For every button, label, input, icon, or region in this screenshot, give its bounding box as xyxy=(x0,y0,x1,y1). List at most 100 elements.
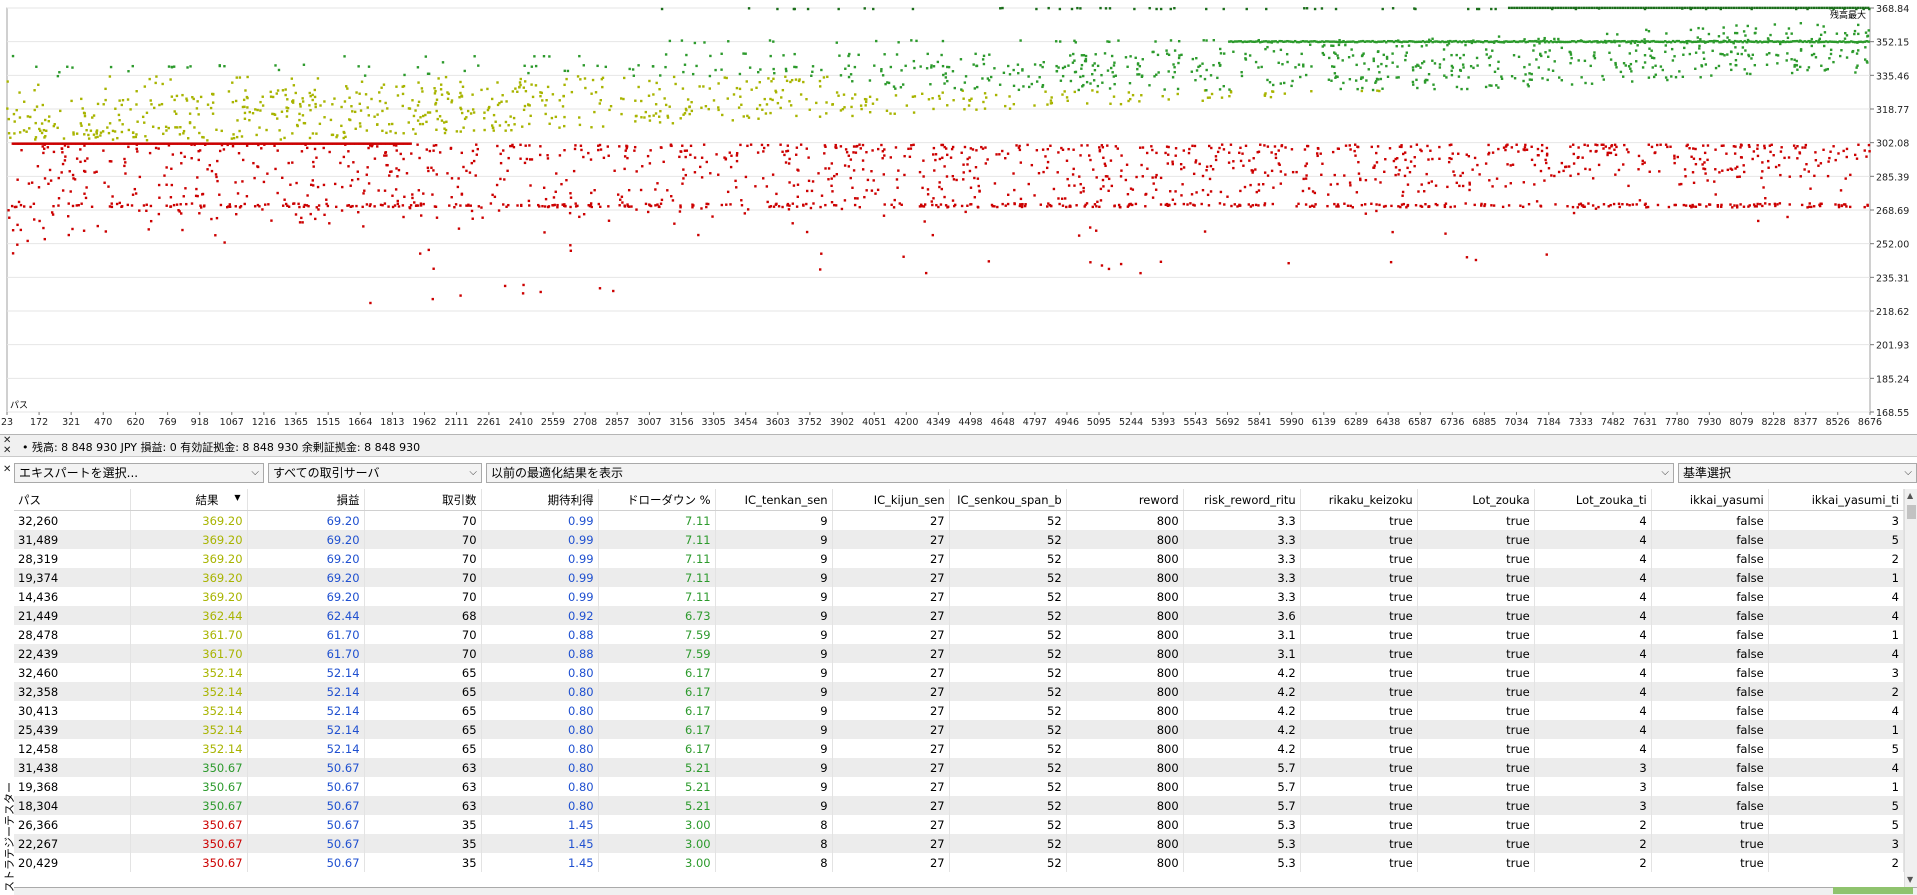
column-header[interactable]: IC_tenkan_sen xyxy=(715,489,833,511)
data-point xyxy=(1417,190,1420,193)
table-row[interactable]: 14,436 369.20 69.20 70 0.99 7.11 9 27 52 800 3.3 tr… xyxy=(14,587,1904,606)
expert-select[interactable]: エキスパートを選択... ⌵ xyxy=(14,463,264,483)
data-point xyxy=(1019,197,1023,201)
data-point xyxy=(1515,6,1519,10)
table-row[interactable]: 30,413 352.14 52.14 65 0.80 6.17 9 27 52 800 4.2 tr… xyxy=(14,701,1904,720)
data-point xyxy=(766,144,770,147)
data-point xyxy=(34,121,37,125)
column-header[interactable]: IC_senkou_span_b xyxy=(949,489,1067,511)
vertical-scrollbar[interactable]: ▲ ▼ xyxy=(1904,489,1917,887)
column-header[interactable]: 取引数 xyxy=(364,489,482,511)
data-point xyxy=(109,65,113,69)
data-point xyxy=(883,148,886,151)
data-point xyxy=(1150,145,1153,148)
data-point xyxy=(1377,50,1380,53)
data-point xyxy=(220,142,224,145)
table-row[interactable]: 25,439 352.14 52.14 65 0.80 6.17 9 27 52 800 4.2 tr… xyxy=(14,720,1904,739)
column-header[interactable]: ikkai_yasumi_ti xyxy=(1768,489,1904,511)
table-row[interactable]: 19,374 369.20 69.20 70 0.99 7.11 9 27 52 800 3.3 tr… xyxy=(14,568,1904,587)
table-cell: 9 xyxy=(715,682,833,701)
data-point xyxy=(123,157,126,161)
pin-icon[interactable]: ✕ xyxy=(3,445,12,456)
table-row[interactable]: 31,438 350.67 50.67 63 0.80 5.21 9 27 52 800 5.7 tr… xyxy=(14,758,1904,777)
data-point xyxy=(1830,6,1834,10)
data-point xyxy=(1600,40,1603,43)
data-point xyxy=(236,119,239,122)
data-point xyxy=(1867,6,1870,10)
table-row[interactable]: 19,368 350.67 50.67 63 0.80 5.21 9 27 52 800 5.7 tr… xyxy=(14,777,1904,796)
column-header[interactable]: ikkai_yasumi xyxy=(1651,489,1769,511)
data-point xyxy=(235,76,238,79)
scroll-up-icon[interactable]: ▲ xyxy=(1907,491,1914,500)
table-row[interactable]: 26,366 350.67 50.67 35 1.45 3.00 8 27 52 800 5.3 tr… xyxy=(14,815,1904,834)
column-header[interactable]: rikaku_keizoku xyxy=(1300,489,1418,511)
data-point xyxy=(1578,39,1582,43)
table-cell: 8 xyxy=(715,834,833,853)
data-point xyxy=(1290,40,1293,43)
previous-results-select[interactable]: 以前の最適化結果を表示 ⌵ xyxy=(486,463,1674,483)
table-row[interactable]: 22,267 350.67 50.67 35 1.45 3.00 8 27 52 800 5.3 tr… xyxy=(14,834,1904,853)
data-point xyxy=(223,65,226,68)
x-tick-label: 6289 xyxy=(1344,417,1368,428)
data-point xyxy=(1784,6,1787,10)
data-point xyxy=(1313,205,1316,208)
data-point xyxy=(1042,60,1045,64)
column-header[interactable]: reword xyxy=(1066,489,1184,511)
data-point xyxy=(85,142,88,145)
data-point xyxy=(1310,65,1313,68)
data-point xyxy=(1400,144,1403,147)
table-row[interactable]: 20,429 350.67 50.67 35 1.45 3.00 8 27 52 800 5.3 tr… xyxy=(14,853,1904,872)
data-point xyxy=(685,149,689,152)
data-point xyxy=(383,142,387,145)
data-point xyxy=(1702,51,1705,54)
data-point xyxy=(1608,146,1611,150)
column-header[interactable]: IC_kijun_sen xyxy=(832,489,950,511)
criterion-select[interactable]: 基準選択 ⌵ xyxy=(1678,463,1917,483)
data-point xyxy=(326,204,330,208)
bottom-tab-bar[interactable] xyxy=(14,887,1917,895)
column-header[interactable]: パス xyxy=(14,489,131,511)
table-cell: 65 xyxy=(364,720,482,739)
data-point xyxy=(1686,6,1689,10)
table-row[interactable]: 12,458 352.14 52.14 65 0.80 6.17 9 27 52 800 4.2 tr… xyxy=(14,739,1904,758)
column-header[interactable]: Lot_zouka xyxy=(1417,489,1535,511)
data-point xyxy=(1446,185,1449,189)
column-header[interactable]: ドローダウン % xyxy=(598,489,716,511)
close-icon[interactable]: ✕ xyxy=(3,435,12,446)
scrollbar-thumb[interactable] xyxy=(1907,505,1916,519)
table-row[interactable]: 31,489 369.20 69.20 70 0.99 7.11 9 27 52 800 3.3 tr… xyxy=(14,530,1904,549)
table-row[interactable]: 18,304 350.67 50.67 63 0.80 5.21 9 27 52 800 5.7 tr… xyxy=(14,796,1904,815)
table-cell: 800 xyxy=(1066,777,1184,796)
table-row[interactable]: 28,319 369.20 69.20 70 0.99 7.11 9 27 52 800 3.3 tr… xyxy=(14,549,1904,568)
data-point xyxy=(1174,190,1177,193)
data-point xyxy=(1030,82,1034,86)
data-point xyxy=(459,294,462,297)
data-point xyxy=(315,206,318,209)
table-cell: 0.99 xyxy=(481,568,599,587)
strategy-tester-side-tab[interactable]: ストラテジーテスター xyxy=(0,782,16,894)
data-point xyxy=(960,204,964,208)
data-point xyxy=(101,130,105,133)
panel-close-icon[interactable]: ✕ xyxy=(3,464,12,475)
column-header[interactable]: ▼ 結果 xyxy=(130,489,248,511)
server-select[interactable]: すべての取引サーバ ⌵ xyxy=(268,463,482,483)
data-point xyxy=(279,138,283,141)
scroll-down-icon[interactable]: ▼ xyxy=(1907,875,1914,884)
data-point xyxy=(1401,190,1405,194)
table-row[interactable]: 28,478 361.70 61.70 70 0.88 7.59 9 27 52 800 3.1 tr… xyxy=(14,625,1904,644)
table-row[interactable]: 32,460 352.14 52.14 65 0.80 6.17 9 27 52 800 4.2 tr… xyxy=(14,663,1904,682)
table-row[interactable]: 32,358 352.14 52.14 65 0.80 6.17 9 27 52 800 4.2 tr… xyxy=(14,682,1904,701)
table-row[interactable]: 21,449 362.44 62.44 68 0.92 6.73 9 27 52 800 3.6 tr… xyxy=(14,606,1904,625)
data-point xyxy=(1379,181,1382,184)
column-header[interactable]: risk_reword_ritu xyxy=(1183,489,1301,511)
column-header[interactable]: Lot_zouka_ti xyxy=(1534,489,1652,511)
data-point xyxy=(1244,52,1247,56)
data-point xyxy=(1747,205,1750,208)
data-point xyxy=(1304,73,1308,77)
data-point xyxy=(882,173,886,176)
table-row[interactable]: 22,439 361.70 61.70 70 0.88 7.59 9 27 52 800 3.1 tr… xyxy=(14,644,1904,663)
column-header[interactable]: 期待利得 xyxy=(481,489,599,511)
column-header[interactable]: 損益 xyxy=(247,489,365,511)
table-row[interactable]: 32,260 369.20 69.20 70 0.99 7.11 9 27 52 800 3.3 tr… xyxy=(14,510,1904,530)
data-point xyxy=(1729,40,1733,44)
